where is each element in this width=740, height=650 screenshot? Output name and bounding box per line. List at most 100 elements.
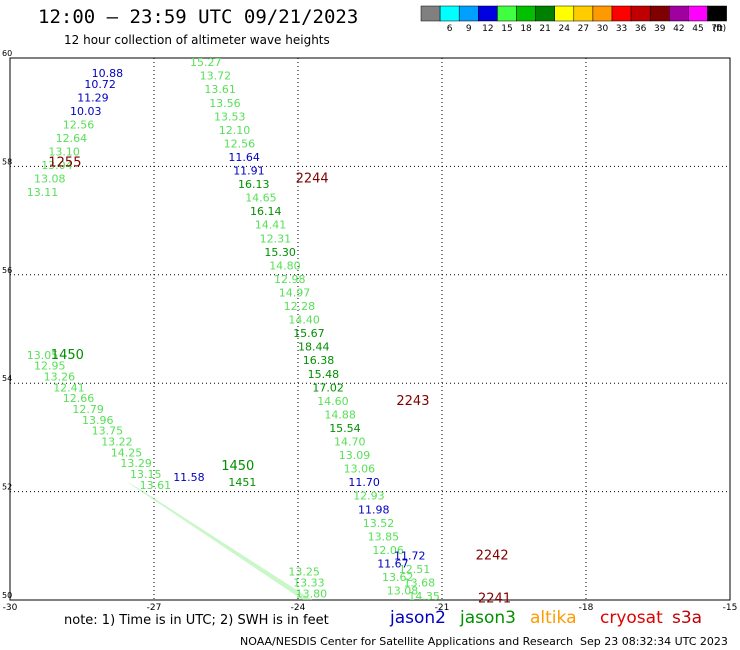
wave-height-value: 12.51 — [399, 563, 431, 576]
wave-height-value: 13.25 — [288, 566, 320, 579]
wave-height-value: 15.67 — [293, 327, 325, 340]
wave-height-value: 12.64 — [56, 132, 88, 145]
legend-bin-label: 18 — [520, 24, 532, 34]
pass-time-label: 1450 — [221, 459, 254, 474]
legend-bin-label: 36 — [635, 24, 647, 34]
wave-height-value: 13.75 — [92, 425, 124, 438]
legend-swatch — [478, 5, 498, 22]
legend-bin-label: 33 — [616, 24, 627, 34]
lat-tick-label: 56 — [2, 266, 12, 275]
wave-height-value: 14.65 — [245, 192, 277, 205]
wave-height-value: 12.56 — [63, 118, 95, 131]
wave-height-value: 13.11 — [27, 186, 59, 199]
wave-height-value: 14.35 — [408, 590, 440, 603]
wave-height-value: 13.09 — [339, 449, 371, 462]
wave-height-value: 14.40 — [288, 314, 320, 327]
legend-swatch — [592, 5, 613, 22]
legend-bin-label: 70 — [711, 24, 723, 34]
wave-height-value: 11.91 — [233, 165, 265, 178]
pass-time-label: 2243 — [396, 394, 429, 409]
legend-swatch — [688, 5, 708, 22]
legend-swatch — [649, 5, 670, 22]
footer-note: note: 1) Time is in UTC; 2) SWH is in fe… — [64, 613, 329, 628]
wave-height-value: 1451 — [228, 476, 256, 489]
credit-line: NOAA/NESDIS Center for Satellite Applica… — [240, 635, 574, 648]
wave-height-value: 16.14 — [250, 205, 282, 218]
wave-height-value: 14.70 — [334, 436, 366, 449]
wave-height-value: 11.29 — [77, 91, 109, 104]
map-title: 12:00 — 23:59 UTC 09/21/2023 — [38, 6, 359, 28]
legend-swatch — [573, 5, 594, 22]
legend-swatch — [516, 5, 536, 22]
legend-swatch — [420, 5, 441, 22]
wave-height-value: 13.08 — [387, 585, 419, 598]
lat-tick-label: 60 — [2, 49, 12, 58]
wave-height-value: 16.13 — [238, 178, 270, 191]
wave-height-value: 12.56 — [224, 137, 256, 150]
wave-height-value: 14.25 — [111, 446, 143, 459]
wave-height-value: 18.44 — [298, 341, 330, 354]
wave-height-value: 11.58 — [173, 471, 205, 484]
wave-height-value: 11.72 — [394, 549, 426, 562]
wave-height-value: 13.80 — [296, 587, 328, 600]
legend-bin-label: 21 — [539, 24, 550, 34]
legend-bin-label: 12 — [482, 24, 493, 34]
lat-tick-label: 58 — [2, 157, 12, 166]
lon-tick-label: -21 — [435, 603, 450, 613]
wave-height-value: 13.56 — [209, 97, 241, 110]
map-frame — [9, 57, 731, 601]
wave-height-value: 15.30 — [264, 246, 296, 259]
wave-height-value: 13.96 — [82, 414, 114, 427]
lon-tick-label: -27 — [147, 603, 162, 613]
wave-height-value: 12.28 — [284, 300, 316, 313]
legend-swatch — [458, 5, 479, 22]
credit-date: Sep 23 08:32:34 UTC 2023 — [580, 635, 728, 648]
wave-height-value: 12.79 — [72, 403, 104, 416]
wave-height-value: 13.61 — [140, 479, 172, 492]
legend-s3a: s3a — [672, 608, 703, 628]
lat-tick-label: 52 — [2, 483, 12, 492]
wave-height-value: 11.64 — [228, 151, 260, 164]
wave-height-value: 13.05 — [27, 349, 59, 362]
legend-cryosat: cryosat — [600, 608, 663, 628]
wave-height-value: 10.72 — [84, 78, 116, 91]
wave-height-value: 12.95 — [34, 360, 66, 373]
legend-jason2: jason2 — [390, 608, 446, 628]
legend-bin-label: 24 — [559, 24, 571, 34]
legend-bin-label: 27 — [578, 24, 589, 34]
map-subtitle: 12 hour collection of altimeter wave hei… — [64, 33, 330, 47]
pass-time-label: 2242 — [476, 548, 509, 563]
wave-height-value: 13.15 — [130, 468, 162, 481]
legend-bin-label: 30 — [597, 24, 609, 34]
legend-bin-label: 45 — [692, 24, 703, 34]
wave-height-value: 17.02 — [312, 381, 344, 394]
legend-swatch — [497, 5, 517, 22]
wave-height-value: 13.06 — [344, 463, 376, 476]
legend-bin-label: 39 — [654, 24, 666, 34]
wave-height-value: 13.26 — [44, 370, 76, 383]
legend-swatch — [611, 5, 632, 22]
wave-height-value: 14.80 — [269, 259, 301, 272]
wave-height-value: 14.41 — [255, 219, 286, 232]
wave-height-value: 14.97 — [279, 286, 311, 299]
wave-height-value: 13.72 — [200, 70, 232, 83]
legend-swatch — [554, 5, 575, 22]
lon-tick-label: -24 — [291, 603, 306, 613]
wave-height-value: 14.88 — [324, 408, 356, 421]
wave-height-value: 10.03 — [70, 105, 102, 118]
wave-height-value: 15.54 — [329, 422, 361, 435]
wave-height-value: 13.22 — [101, 436, 133, 449]
legend-altika: altika — [530, 608, 577, 628]
wave-height-value: 13.04 — [41, 159, 72, 172]
pass-time-label: 1450 — [51, 348, 84, 363]
legend-bin-label: 9 — [466, 24, 472, 34]
legend-swatch — [630, 5, 651, 22]
wave-height-value: 16.38 — [303, 354, 335, 367]
wave-height-value: 13.29 — [120, 457, 151, 470]
pass-time-label: 1255 — [48, 155, 81, 170]
legend-bin-label: 6 — [447, 24, 453, 34]
wave-height-value: 11.70 — [348, 476, 380, 489]
wave-height-value: 12.41 — [53, 381, 84, 394]
legend-unit: (ft) — [713, 24, 727, 34]
